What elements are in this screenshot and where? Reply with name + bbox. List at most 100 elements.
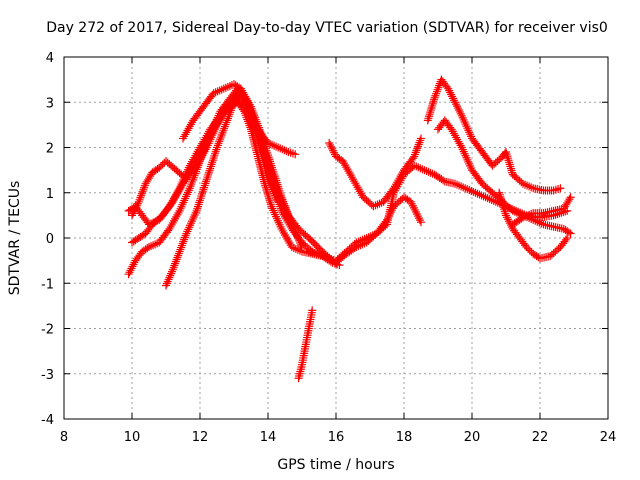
data-point [413, 212, 422, 221]
data-point [176, 204, 185, 213]
data-point [426, 106, 435, 115]
data-point [411, 207, 420, 216]
x-tick-label: 10 [124, 430, 141, 445]
data-point [225, 81, 234, 90]
data-point [272, 142, 281, 151]
data-point [211, 124, 220, 133]
data-point [414, 140, 423, 149]
data-point [347, 173, 356, 182]
data-point [521, 180, 530, 189]
data-point [272, 212, 281, 221]
data-point [293, 232, 302, 241]
data-point [283, 235, 292, 244]
data-point [218, 110, 227, 119]
x-tick-label: 8 [60, 430, 68, 445]
data-point [426, 168, 435, 177]
data-point [128, 262, 137, 271]
x-tick-label: 18 [396, 430, 413, 445]
data-point [167, 267, 176, 276]
data-point [531, 216, 540, 225]
data-point [295, 246, 304, 255]
data-point [278, 226, 287, 235]
data-point [435, 81, 444, 90]
data-point [465, 159, 474, 168]
data-point [188, 215, 197, 224]
data-point [412, 146, 421, 155]
data-point [410, 150, 419, 159]
data-point [345, 169, 354, 178]
data-point [236, 84, 245, 93]
data-point [270, 141, 279, 150]
data-point [433, 85, 442, 94]
data-point [269, 206, 278, 215]
data-point [162, 281, 170, 290]
data-point [171, 257, 180, 266]
data-point [132, 201, 141, 210]
data-point [169, 195, 178, 204]
data-point [483, 194, 492, 203]
data-point [278, 145, 287, 154]
data-point [178, 239, 187, 248]
data-point [158, 160, 167, 169]
chart-title: Day 272 of 2017, Sidereal Day-to-day VTE… [46, 20, 608, 36]
data-point [457, 182, 466, 191]
x-tick-label: 24 [600, 430, 617, 445]
data-point [271, 210, 280, 219]
data-point [416, 136, 425, 145]
data-point [371, 201, 380, 210]
data-point [173, 253, 182, 262]
x-tick-label: 20 [464, 430, 481, 445]
data-point [456, 141, 465, 150]
data-point [508, 206, 517, 215]
data-point [274, 218, 283, 227]
data-point [187, 217, 196, 226]
data-point [242, 94, 251, 103]
data-point [167, 269, 176, 278]
data-point [135, 195, 144, 204]
data-point [223, 114, 232, 123]
data-point [209, 89, 218, 98]
data-point [456, 109, 465, 118]
y-tick-label: 0 [46, 232, 54, 247]
data-point [173, 189, 182, 198]
data-point [162, 279, 171, 288]
data-point [280, 146, 289, 155]
data-point [444, 84, 453, 93]
data-point [183, 126, 192, 135]
data-point [473, 189, 482, 198]
data-point [467, 186, 476, 195]
data-point [447, 125, 456, 134]
data-point [176, 245, 185, 254]
data-point [239, 88, 248, 97]
data-point [321, 252, 330, 261]
data-point [215, 116, 224, 125]
data-point [212, 122, 221, 131]
y-tick-label: -2 [41, 323, 54, 338]
data-point [182, 229, 191, 238]
data-point [465, 186, 474, 195]
data-point [221, 83, 230, 92]
data-point [175, 247, 184, 256]
data-series-track-j [304, 161, 572, 265]
data-point [216, 114, 225, 123]
data-point [506, 162, 515, 171]
data-point [294, 234, 303, 243]
data-point [219, 108, 228, 117]
data-point [281, 230, 289, 239]
data-point [217, 112, 226, 121]
data-point [177, 243, 186, 252]
data-point [523, 211, 532, 220]
data-point [187, 219, 196, 228]
data-point [503, 152, 512, 161]
data-point [524, 244, 533, 253]
data-point [459, 183, 468, 192]
data-point [349, 175, 357, 184]
data-point [292, 230, 301, 239]
data-point [462, 153, 471, 162]
data-point [219, 84, 228, 93]
data-point [193, 159, 202, 168]
data-point [186, 221, 195, 230]
data-point [197, 153, 206, 162]
data-point [295, 236, 304, 245]
data-point [461, 120, 470, 129]
